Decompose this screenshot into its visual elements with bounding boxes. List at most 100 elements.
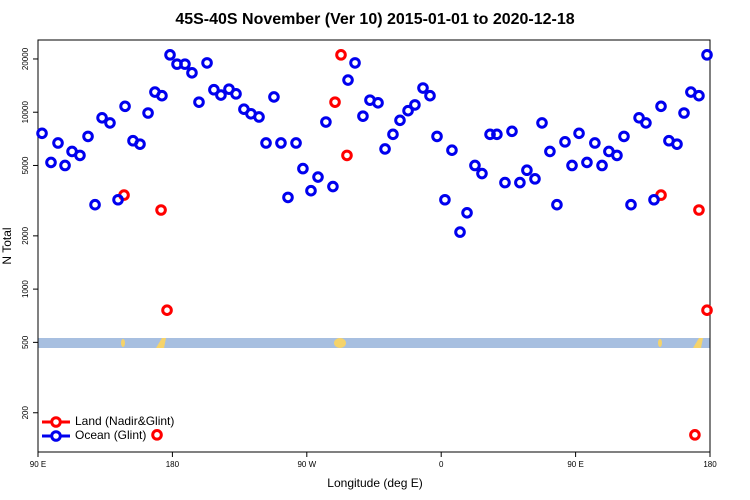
point <box>89 198 101 211</box>
chart-title: 45S-40S November (Ver 10) 2015-01-01 to … <box>175 11 574 28</box>
point <box>379 143 391 155</box>
point <box>215 89 227 101</box>
point <box>74 149 86 162</box>
point <box>193 96 205 108</box>
point <box>461 207 473 219</box>
point <box>506 125 518 138</box>
point <box>312 171 324 183</box>
plot-frame <box>37 39 711 453</box>
point <box>693 204 705 216</box>
point <box>327 180 339 193</box>
point <box>179 58 191 70</box>
point <box>230 88 242 100</box>
point <box>151 429 163 441</box>
point <box>387 128 399 141</box>
point <box>59 159 71 172</box>
y-tick-label: 2000 <box>21 226 30 244</box>
point <box>134 138 146 150</box>
point <box>536 117 548 129</box>
y-tick-label: 20000 <box>21 47 30 70</box>
point <box>573 127 585 140</box>
point <box>431 130 443 143</box>
point <box>275 137 287 149</box>
point <box>566 159 578 172</box>
point <box>253 111 265 123</box>
point <box>96 111 108 124</box>
map-strip <box>38 338 710 348</box>
point <box>671 138 683 150</box>
point <box>409 99 421 111</box>
point <box>335 49 347 61</box>
point <box>260 137 272 149</box>
point <box>45 156 57 169</box>
point <box>551 198 563 211</box>
point <box>394 114 406 127</box>
point <box>424 89 436 102</box>
point <box>305 184 317 197</box>
point <box>581 156 593 169</box>
point <box>186 67 198 79</box>
point <box>514 176 526 189</box>
y-axis-label: N Total <box>0 227 14 264</box>
point <box>36 127 48 140</box>
point <box>529 173 541 185</box>
point <box>640 117 652 129</box>
point <box>648 193 660 206</box>
point <box>655 100 667 113</box>
point <box>618 130 630 143</box>
point <box>417 82 429 94</box>
point <box>446 144 458 156</box>
legend-label: Ocean (Glint) <box>75 428 146 442</box>
point <box>559 136 571 148</box>
point <box>484 128 496 141</box>
x-axis-label: Longitude (deg E) <box>327 476 422 490</box>
legend-marker <box>50 430 62 442</box>
point <box>476 167 488 180</box>
point <box>544 145 556 158</box>
x-tick-label: 90 W <box>297 460 316 469</box>
point <box>454 226 466 238</box>
point <box>156 89 168 102</box>
point <box>701 304 713 316</box>
point <box>112 193 124 206</box>
point <box>491 128 503 141</box>
point <box>402 104 414 117</box>
point <box>104 117 116 129</box>
x-tick-label: 90 E <box>567 460 583 469</box>
y-tick-label: 200 <box>21 406 30 420</box>
x-tick-label: 90 E <box>30 460 46 469</box>
point <box>282 191 294 204</box>
point <box>521 164 533 177</box>
point <box>208 83 220 96</box>
point <box>372 97 384 109</box>
point <box>349 57 361 69</box>
point <box>329 96 341 108</box>
point <box>341 149 353 162</box>
point <box>52 137 64 149</box>
y-tick-label: 10000 <box>21 101 30 124</box>
point <box>439 193 451 206</box>
point <box>589 137 601 149</box>
point <box>499 176 511 189</box>
legend-marker <box>50 416 62 428</box>
point <box>155 204 167 216</box>
point <box>142 107 154 119</box>
point <box>469 159 481 172</box>
point <box>320 116 332 128</box>
point <box>693 89 705 102</box>
point <box>290 137 302 149</box>
x-tick-label: 180 <box>703 460 717 469</box>
point <box>268 91 280 103</box>
point <box>701 49 713 61</box>
point <box>689 429 701 441</box>
point <box>297 162 309 175</box>
point <box>119 100 131 113</box>
legend-label: Land (Nadir&Glint) <box>75 414 174 428</box>
point <box>164 49 176 61</box>
point <box>161 304 173 316</box>
point <box>611 149 623 162</box>
point <box>357 110 369 122</box>
x-tick-label: 180 <box>166 460 180 469</box>
point <box>82 130 94 143</box>
